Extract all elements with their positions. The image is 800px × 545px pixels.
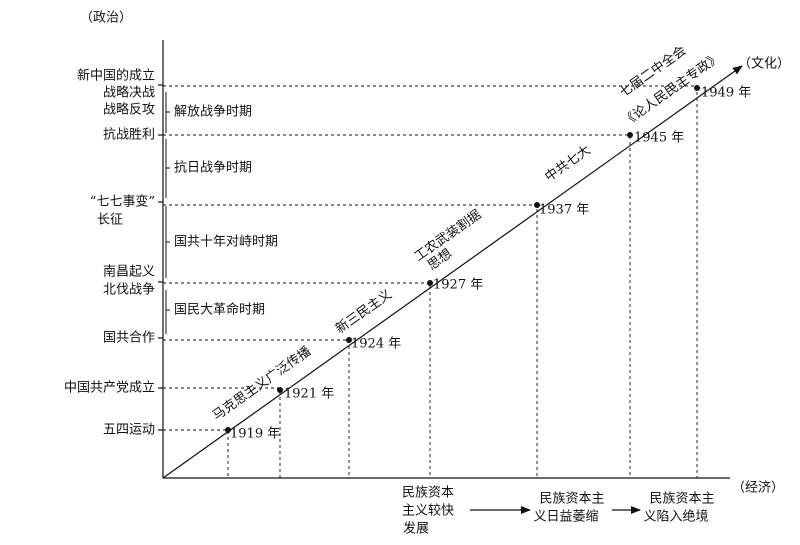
economy-label: 义日益萎缩 (533, 509, 598, 525)
economy-labels: 民族资本 主义较快 发展 民族资本主 义日益萎缩 民族资本主 义陷入绝境 (402, 485, 715, 537)
axis-label: （文化） (738, 57, 790, 72)
event: 南昌起义 (103, 264, 155, 280)
culture-axis (162, 65, 743, 479)
economy-label: 民族资本主 (649, 491, 714, 507)
event: 国共合作 (103, 331, 155, 346)
year: 1919 年 (230, 427, 280, 442)
economy-label: 民族资本 (402, 485, 454, 501)
bracket (165, 139, 170, 198)
year: 1924 年 (351, 337, 401, 352)
point (427, 280, 433, 286)
year: 1927 年 (433, 278, 483, 293)
event: 北伐战争 (103, 283, 155, 298)
point (346, 337, 352, 343)
event: 抗战胜利 (103, 128, 155, 143)
axis-ticks (158, 84, 163, 431)
culture-label: 中共七大 (542, 143, 593, 185)
economy-label: 发展 (403, 521, 429, 537)
economy-label: 主义较快 (402, 504, 454, 519)
year: 1921 年 (284, 387, 334, 402)
event: 长征 (97, 213, 123, 228)
event: 中国共产党成立 (64, 381, 155, 396)
year: 1949 年 (701, 86, 751, 101)
culture-labels: 马克思主义广泛传播 新三民主义 工农武装割据 思想 中共七大 七届二中全会 《论… (210, 43, 724, 424)
event: 五四运动 (103, 423, 155, 438)
point (277, 387, 283, 393)
bracket (165, 290, 170, 334)
year: 1945 年 (634, 131, 684, 146)
event: 战略反攻 (103, 102, 155, 118)
point (627, 132, 633, 138)
bracket (165, 92, 170, 133)
point (694, 85, 700, 91)
point (534, 202, 540, 208)
economy-label: 民族资本主 (539, 491, 604, 507)
period: 抗日战争时期 (174, 161, 252, 176)
axis-label: （经济） (732, 481, 784, 496)
events: 新中国的成立 战略决战 战略反攻 抗战胜利 “七七事变” 长征 南昌起义 北伐战… (64, 68, 155, 438)
period: 国共十年对峙时期 (174, 235, 278, 250)
economy-label: 义陷入绝境 (643, 509, 708, 525)
culture-label: 马克思主义广泛传播 (210, 344, 314, 424)
event: “七七事变” (90, 194, 155, 210)
year-points: 1919 年 1921 年 1924 年 1927 年 1937 年 1945 … (225, 85, 751, 442)
point (225, 427, 231, 433)
culture-label: 新三民主义 (333, 286, 395, 337)
axis-label: （政治） (80, 11, 132, 26)
bracket (165, 206, 170, 278)
year: 1937 年 (539, 203, 589, 218)
event: 战略决战 (103, 85, 155, 101)
event: 新中国的成立 (77, 68, 155, 84)
period: 国民大革命时期 (174, 302, 265, 318)
period: 解放战争时期 (174, 105, 252, 120)
